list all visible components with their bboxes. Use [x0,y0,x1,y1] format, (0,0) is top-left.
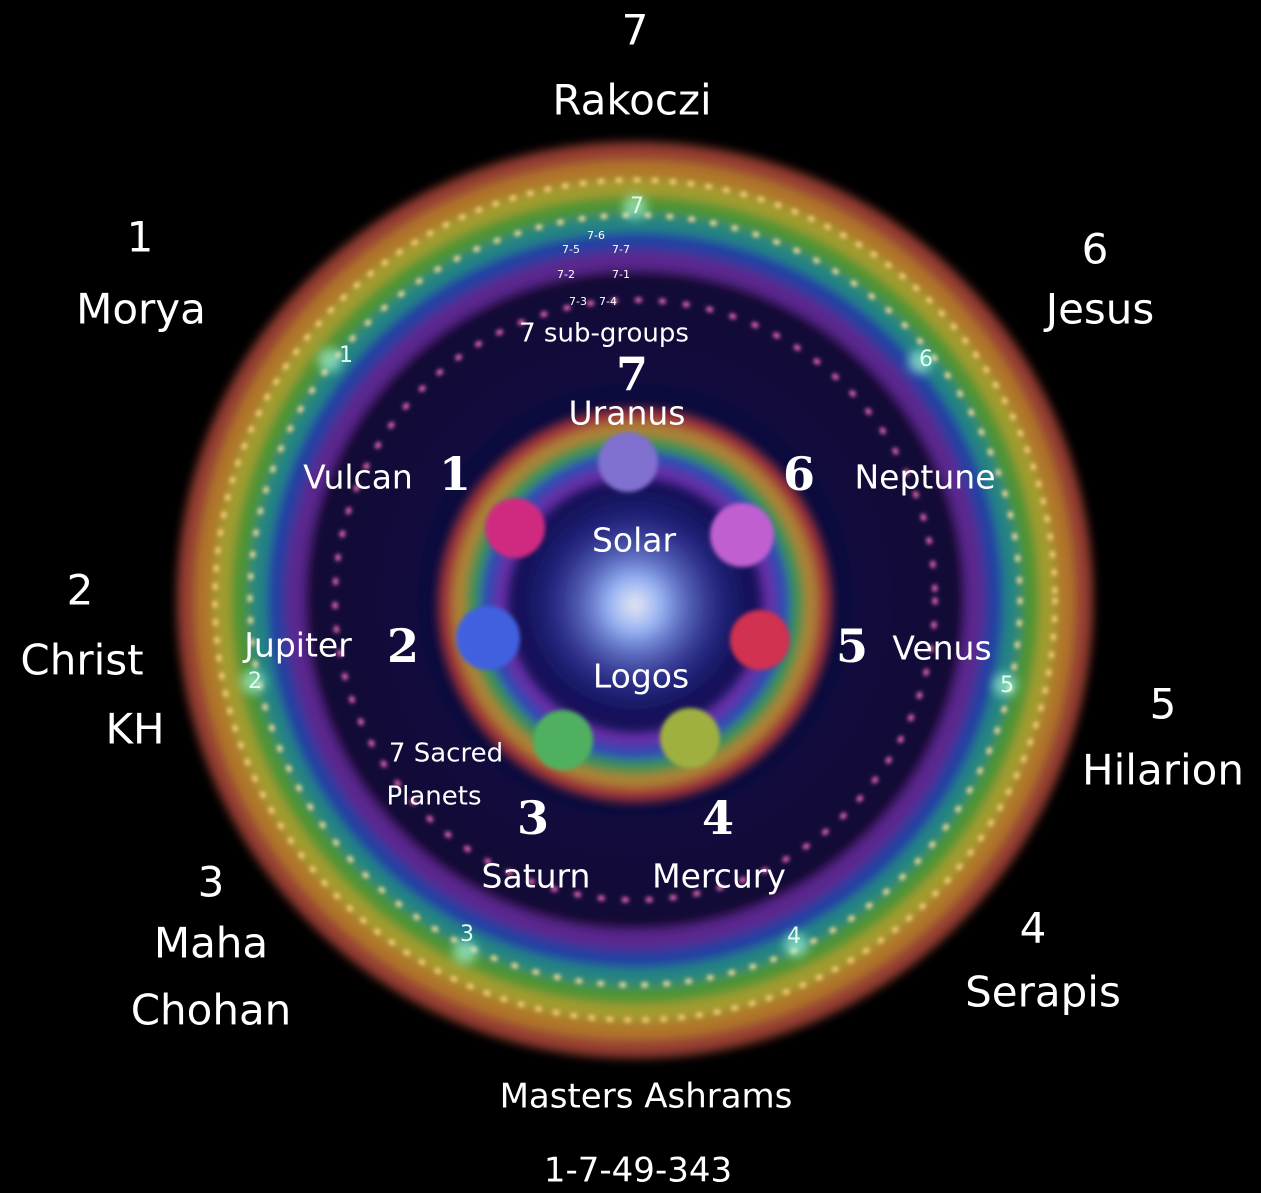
planet-number: 5 [836,619,868,673]
ashram-marker: 6 [919,347,933,372]
planet-name: Jupiter [242,626,352,665]
sub-group-label: 7-1 [612,268,630,281]
footer-title: Masters Ashrams [500,1077,793,1117]
master-name: KH [105,705,164,754]
planet-number: 4 [702,791,734,845]
planet-number: 6 [783,447,815,501]
sub-group-label: 7-2 [557,268,575,281]
master-name: Christ [20,636,143,685]
planet-name: Mercury [652,857,786,896]
sacred-planets-label: 7 Sacred [389,739,503,769]
ashram-marker: 2 [248,669,262,694]
footer-code: 1-7-49-343 [544,1151,732,1191]
sub-group-caption: 7 sub-groups [519,319,689,349]
sub-group-label: 7-6 [587,229,605,242]
master-name: Jesus [1043,285,1155,334]
ashram-marker: 5 [1000,673,1014,698]
sub-group-label: 7-5 [562,243,580,256]
master-name: Hilarion [1082,746,1244,795]
planet-name: Vulcan [303,458,413,497]
planet-number: 2 [387,619,419,673]
master-name: Maha [154,919,268,968]
master-number: 7 [622,6,649,55]
sacred-planets-label: Planets [386,782,481,812]
sub-group-label: 7-4 [599,295,617,308]
sub-group-label: 7-3 [569,295,587,308]
master-name: Morya [76,285,206,334]
planet-number: 3 [517,791,549,845]
ashram-marker: 7 [630,194,644,219]
center-label: Solar [592,521,677,560]
ashram-marker: 3 [460,922,474,947]
planet-name: Neptune [854,458,995,497]
master-name: Serapis [965,968,1121,1017]
master-number: 4 [1020,904,1047,953]
master-number: 1 [127,213,154,262]
ashram-marker: 4 [787,924,801,949]
master-number: 3 [198,858,225,907]
master-name: Chohan [131,986,292,1035]
master-name: Rakoczi [552,76,711,125]
master-number: 5 [1150,680,1177,729]
master-number: 2 [67,566,94,615]
ashram-marker: 1 [339,343,353,368]
planet-number: 1 [439,447,471,501]
planet-name: Venus [892,629,991,668]
diagram: 7 Rakoczi 1 Morya 6 Jesus 2 Christ KH 5 … [0,0,1261,1193]
sub-group-label: 7-7 [612,243,630,256]
planet-name: Uranus [569,394,686,433]
center-label: Logos [593,657,689,696]
master-number: 6 [1082,225,1109,274]
planet-name: Saturn [482,857,591,896]
